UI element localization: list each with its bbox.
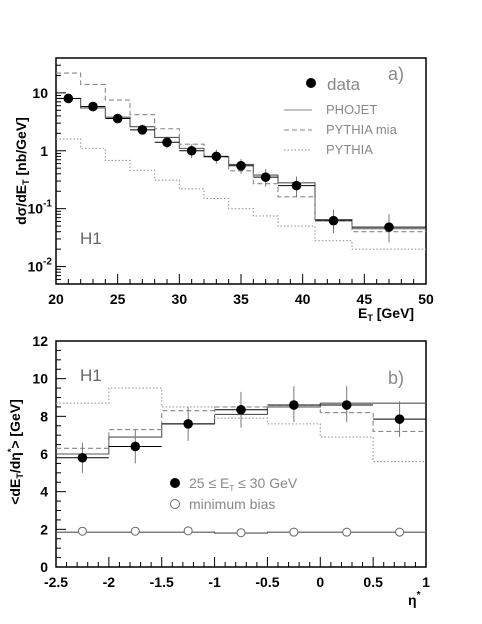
legend-et-range-label: 25 ≤ ET ≤ 30 GeV: [189, 475, 298, 493]
panel-a-xtick-label: 45: [357, 291, 373, 307]
panel-b-legend: 25 ≤ ET ≤ 30 GeV minimum bias: [170, 475, 298, 512]
panel-a-data-marker: [112, 113, 123, 124]
panel-b-xlabel: η*: [408, 590, 421, 608]
panel-a-data-marker: [186, 145, 197, 156]
panel-a-data-marker: [260, 172, 271, 182]
panel-b-points: [56, 386, 426, 538]
panel-a-xtick-label: 30: [172, 291, 188, 307]
panel-b-data-marker: [341, 400, 352, 410]
panel-b-min-bias-marker: [130, 526, 140, 536]
panel-b-xtick-label: -0.5: [255, 574, 279, 590]
panel-b-label: b): [388, 368, 404, 388]
panel-b-ytick-label: 0: [40, 559, 48, 575]
panel-a-data-marker: [63, 93, 74, 104]
panel-a-data-marker: [88, 101, 98, 112]
panel-b-data-marker: [236, 404, 246, 415]
panel-b-ytick-label: 2: [40, 521, 48, 537]
panel-b-ytick-label: 10: [32, 371, 48, 387]
legend-pythia-mia-label: PYTHIA mia: [326, 122, 398, 137]
legend-min-bias-label: minimum bias: [189, 496, 275, 512]
panel-a-ytick-label: 10-2: [28, 257, 53, 275]
panel-a-label: a): [388, 64, 404, 84]
panel-a-h1-label: H1: [80, 229, 102, 248]
panel-b-xtick-label: -2: [103, 574, 116, 590]
panel-b-xtick-label: -1: [208, 574, 221, 590]
panel-b-xtick-label: -1.5: [150, 574, 174, 590]
panel-a-xtick-label: 20: [48, 291, 64, 307]
panel-b-data-marker: [130, 441, 141, 452]
panel-b-min-bias-marker: [289, 527, 299, 537]
panel-b-ytick-label: 12: [32, 333, 48, 349]
panel-b-data-marker: [289, 400, 299, 410]
panel-b-h1-label: H1: [80, 366, 102, 385]
panel-b-ylabel: <dET/dη*> [GeV]: [6, 399, 25, 505]
panel-a-points: [56, 93, 426, 243]
legend-data-marker: [306, 78, 316, 88]
panel-a-ytick-label: 10: [32, 85, 48, 101]
panel-a-legend: data PHOJET PYTHIA mia PYTHIA: [284, 75, 398, 157]
panel-a-data-marker: [137, 125, 148, 135]
panel-a-data-marker: [236, 160, 246, 171]
legend-phojet-label: PHOJET: [326, 102, 377, 117]
legend-et-range-marker: [170, 478, 180, 488]
panel-a-ylabel: dσ/dET [nb/GeV]: [13, 117, 31, 225]
panel-a-xtick-label: 25: [110, 291, 126, 307]
panel-a-xlabel: ET [GeV]: [358, 305, 414, 323]
panel-b-min-bias-marker: [342, 527, 352, 537]
panel-b-data-marker: [394, 414, 405, 424]
panel-b-xtick-label: 0: [316, 574, 324, 590]
panel-a-ticks: 20 25 30 35 40 45 50 10-2 10-1 1 10: [28, 57, 434, 307]
panel-b-min-bias-marker: [77, 526, 87, 536]
panel-a-data-marker: [211, 151, 222, 162]
panel-b-data-marker: [183, 419, 193, 429]
panel-b-pythia-hist: [56, 387, 426, 463]
panel-a-data-marker: [162, 137, 172, 148]
panel-b-min-bias-marker: [395, 527, 405, 537]
panel-a-ytick-label: 1: [40, 143, 48, 159]
panel-b-min-bias-marker: [236, 528, 246, 538]
panel-b-xtick-label: 0.5: [363, 574, 383, 590]
panel-a-data-marker: [291, 180, 302, 191]
panel-b-ytick-label: 4: [40, 484, 48, 500]
panel-b-ytick-label: 8: [40, 408, 48, 424]
panel-a-ytick-label: 10-1: [28, 199, 53, 217]
panel-a-xtick-label: 35: [233, 291, 249, 307]
panel-b-min-bias-marker: [183, 526, 193, 536]
panel-a-xtick-label: 40: [295, 291, 311, 307]
legend-min-bias-marker: [170, 499, 180, 509]
panel-b-xtick-label: -2.5: [44, 574, 68, 590]
legend-data-label: data: [327, 75, 361, 94]
panel-a-xtick-label: 50: [418, 291, 434, 307]
panel-b-data-marker: [77, 452, 88, 463]
panel-b-xtick-label: 1: [422, 574, 430, 590]
panel-a: 20 25 30 35 40 45 50 10-2 10-1 1 10 data PHOJET PY…: [13, 57, 434, 323]
panel-b-ytick-label: 6: [40, 446, 48, 462]
panel-a-data-marker: [328, 215, 339, 226]
legend-pythia-label: PYTHIA: [326, 142, 373, 157]
panel-a-data-marker: [384, 222, 394, 232]
